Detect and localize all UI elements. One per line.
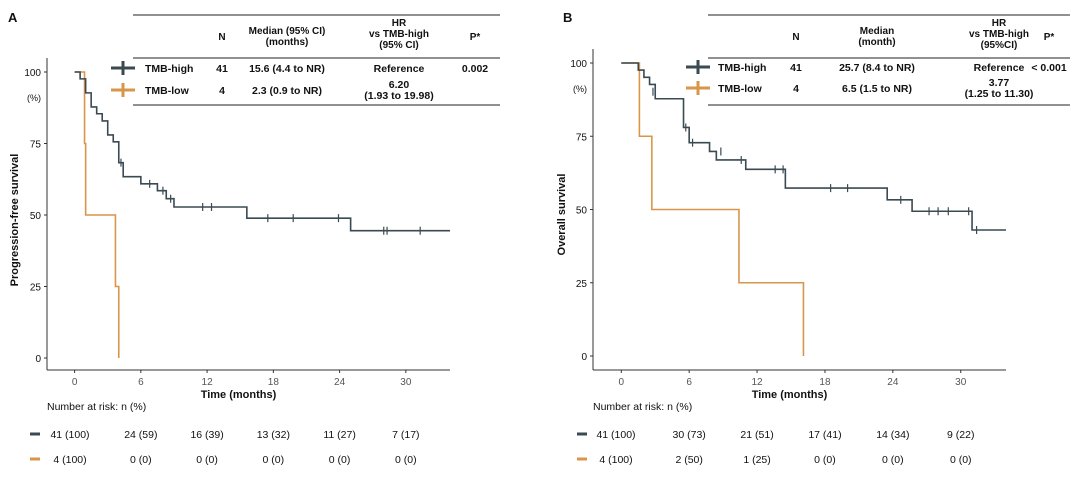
table-header: P*	[470, 32, 481, 43]
table-header: N	[792, 32, 799, 43]
y-tick-label: 25	[30, 283, 42, 294]
y-tick-label: 100	[570, 59, 587, 70]
table-header: HR	[992, 18, 1007, 29]
at-risk-value: 4 (100)	[53, 454, 86, 466]
at-risk-value: 2 (50)	[675, 454, 702, 466]
at-risk-value: 41 (100)	[50, 429, 89, 441]
at-risk-value: 0 (0)	[196, 454, 218, 466]
table-header: vs TMB-high	[969, 29, 1029, 40]
x-axis-title: Time (months)	[752, 389, 828, 401]
y-axis-title: Overall survival	[556, 174, 568, 256]
x-tick-label: 12	[202, 377, 214, 388]
y-axis-title: Progression-free survival	[9, 154, 21, 287]
y-unit-label: (%)	[573, 84, 587, 94]
table-header: (95% CI)	[379, 40, 418, 51]
x-tick-label: 0	[72, 377, 78, 388]
x-tick-label: 18	[268, 377, 280, 388]
y-tick-label: 100	[24, 68, 41, 79]
table-header: (month)	[858, 37, 895, 48]
y-tick-label: 75	[576, 132, 588, 143]
table-header: N	[218, 32, 225, 43]
table-cell-hr: (1.25 to 11.30)	[965, 88, 1034, 100]
y-tick-label: 50	[576, 206, 588, 217]
panel-A: A 0 25 50 75 100 (%) 0 6 12 18 24 30 Time (months) Pro…	[8, 10, 500, 466]
at-risk-value: 30 (73)	[673, 429, 706, 441]
table-header: (months)	[266, 37, 309, 48]
x-tick-label: 30	[400, 377, 412, 388]
at-risk-value: 11 (27)	[323, 429, 356, 441]
at-risk-value: 0 (0)	[263, 454, 285, 466]
table-header: vs TMB-high	[369, 29, 429, 40]
x-tick-label: 0	[619, 377, 625, 388]
km-curve-tmb-high	[74, 71, 450, 232]
table-cell-n: 41	[216, 63, 228, 75]
legend-label: TMB-low	[145, 85, 190, 97]
table-cell-median: 25.7 (8.4 to NR)	[839, 62, 915, 74]
at-risk-title: Number at risk: n (%)	[593, 401, 692, 413]
table-header: Median (95% CI)	[249, 26, 326, 37]
panel-label: A	[8, 10, 18, 25]
table-cell-n: 4	[219, 85, 225, 97]
at-risk-value: 16 (39)	[190, 429, 223, 441]
table-cell-n: 4	[793, 83, 799, 95]
at-risk-value: 4 (100)	[599, 454, 632, 466]
y-tick-label: 25	[576, 279, 588, 290]
at-risk-value: 0 (0)	[395, 454, 417, 466]
at-risk-value: 41 (100)	[596, 429, 635, 441]
km-curve-tmb-low	[74, 71, 120, 358]
at-risk-value: 13 (32)	[257, 429, 290, 441]
table-cell-n: 41	[790, 62, 802, 74]
legend-label: TMB-low	[718, 83, 763, 95]
y-tick-label: 75	[30, 140, 42, 151]
x-tick-label: 12	[752, 377, 764, 388]
table-cell-hr: Reference	[374, 63, 425, 75]
table-cell-median: 15.6 (4.4 to NR)	[249, 63, 325, 75]
at-risk-value: 1 (25)	[743, 454, 770, 466]
at-risk-value: 7 (17)	[392, 429, 419, 441]
x-tick-label: 6	[138, 377, 144, 388]
x-tick-label: 6	[686, 377, 692, 388]
x-tick-label: 30	[955, 377, 967, 388]
table-header: P*	[1044, 32, 1055, 43]
panel-B: B 0 25 50 75 100 (%) 0 6 12 18 24 30 Time (months) Ove…	[556, 10, 1070, 466]
table-header: HR	[392, 18, 407, 29]
at-risk-value: 0 (0)	[130, 454, 152, 466]
table-cell-median: 2.3 (0.9 to NR)	[252, 85, 322, 97]
y-unit-label: (%)	[27, 93, 41, 103]
at-risk-value: 21 (51)	[740, 429, 773, 441]
table-cell-median: 6.5 (1.5 to NR)	[842, 83, 912, 95]
panel-label: B	[563, 10, 572, 25]
table-header: Median	[860, 26, 894, 37]
at-risk-value: 17 (41)	[808, 429, 841, 441]
y-tick-label: 0	[581, 352, 587, 363]
x-axis-title: Time (months)	[201, 389, 277, 401]
table-cell-hr: Reference	[974, 62, 1025, 74]
at-risk-value: 14 (34)	[876, 429, 909, 441]
at-risk-value: 0 (0)	[882, 454, 904, 466]
table-cell-p: < 0.001	[1031, 62, 1066, 74]
at-risk-value: 0 (0)	[814, 454, 836, 466]
legend-label: TMB-high	[718, 62, 766, 74]
at-risk-value: 0 (0)	[950, 454, 972, 466]
table-cell-hr: 6.20	[389, 79, 410, 91]
y-tick-label: 50	[30, 211, 42, 222]
table-cell-hr: (1.93 to 19.98)	[364, 90, 433, 102]
table-header: (95%CI)	[981, 40, 1018, 51]
y-tick-label: 0	[35, 354, 41, 365]
x-tick-label: 24	[887, 377, 899, 388]
at-risk-value: 24 (59)	[124, 429, 157, 441]
km-curve-tmb-high	[621, 62, 1006, 231]
table-cell-hr: 3.77	[989, 77, 1010, 89]
table-cell-p: 0.002	[462, 63, 488, 75]
km-curve-tmb-low	[621, 62, 805, 356]
at-risk-value: 0 (0)	[329, 454, 351, 466]
legend-label: TMB-high	[145, 63, 193, 75]
at-risk-value: 9 (22)	[947, 429, 974, 441]
x-tick-label: 18	[819, 377, 831, 388]
at-risk-title: Number at risk: n (%)	[47, 401, 146, 413]
x-tick-label: 24	[334, 377, 346, 388]
